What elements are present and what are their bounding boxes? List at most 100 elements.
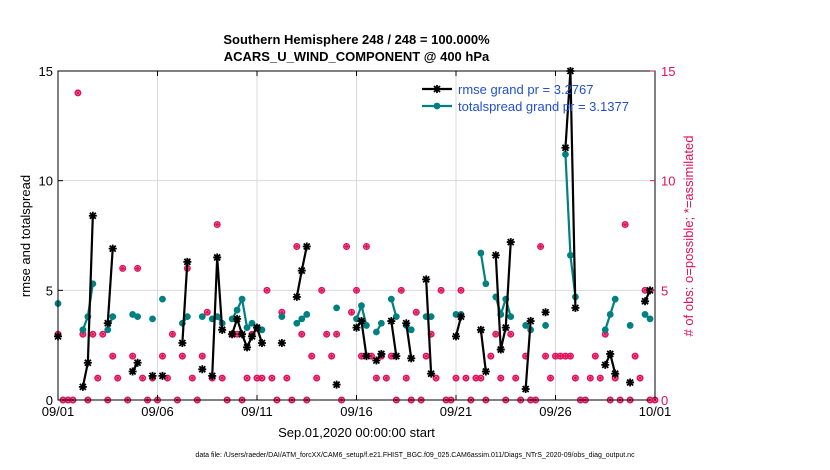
x-axis-label: Sep.01,2020 00:00:00 start xyxy=(278,425,435,440)
totalspread-point xyxy=(601,326,609,334)
obs-count-point xyxy=(432,374,440,382)
y-tick-label: 0 xyxy=(46,393,53,408)
rmse-point xyxy=(571,303,580,312)
totalspread-point xyxy=(377,319,385,327)
y-tick-label: 10 xyxy=(39,174,53,189)
y-axis-label: rmse and totalspread xyxy=(18,175,33,297)
totalspread-point xyxy=(606,311,614,318)
totalspread-point xyxy=(542,322,549,329)
rmse-point xyxy=(228,330,237,339)
rmse-point xyxy=(128,367,137,376)
totalspread-point xyxy=(293,319,301,327)
totalspread-point xyxy=(79,326,87,334)
obs-count-point xyxy=(348,308,356,316)
obs-count-point xyxy=(402,374,410,382)
chart-title: Southern Hemisphere 248 / 248 = 100.000% xyxy=(223,32,490,47)
totalspread-point xyxy=(233,306,241,314)
totalspread-point xyxy=(134,313,142,321)
totalspread-point xyxy=(358,302,365,310)
obs-count-point xyxy=(89,330,97,338)
obs-count-point xyxy=(537,242,545,250)
rmse-point xyxy=(253,323,261,332)
totalspread-point xyxy=(641,311,649,318)
obs-count-point xyxy=(313,374,321,382)
rmse-series xyxy=(54,67,655,394)
obs-count-point xyxy=(94,374,102,382)
obs-count-point xyxy=(477,374,485,382)
obs-count-point xyxy=(178,352,186,360)
rmse-point xyxy=(108,244,117,253)
obs-count-point xyxy=(298,330,306,338)
rmse-line-segment xyxy=(425,279,433,374)
x-tick-label: 09/06 xyxy=(141,404,174,419)
obs-count-point xyxy=(512,374,520,382)
rmse-point xyxy=(521,385,530,394)
rmse-point xyxy=(626,378,635,387)
rmse-point xyxy=(601,360,610,369)
obs-count-point xyxy=(362,242,370,250)
obs-count-point xyxy=(198,352,206,360)
totalspread-point xyxy=(373,328,380,336)
rmse-point xyxy=(148,371,157,380)
obs-count-point xyxy=(457,286,465,294)
obs-count-point xyxy=(158,352,166,360)
obs-count-point xyxy=(134,264,142,272)
rmse-point xyxy=(481,367,490,376)
rmse-point xyxy=(218,325,227,334)
rmse-point xyxy=(456,312,465,321)
rmse-point xyxy=(452,332,460,341)
rmse-line-segment xyxy=(479,329,487,372)
obs-count-point xyxy=(507,330,515,338)
rmse-point xyxy=(208,371,217,380)
grid-lines xyxy=(58,71,655,400)
right-y-axis-label: # of obs: o=possible; *=assimilated xyxy=(681,136,696,337)
rmse-point xyxy=(506,238,515,247)
totalspread-point xyxy=(228,315,236,323)
totalspread-point xyxy=(104,326,112,334)
obs-count-point xyxy=(119,264,127,272)
obs-count-point xyxy=(168,330,176,338)
obs-count-point xyxy=(452,374,460,382)
rmse-point xyxy=(402,319,411,328)
rmse-line-segment xyxy=(106,248,114,324)
obs-count-point xyxy=(462,374,470,382)
rmse-point xyxy=(233,314,242,323)
obs-count-point xyxy=(487,352,495,360)
totalspread-point xyxy=(387,295,395,303)
rmse-point xyxy=(297,266,306,275)
totalspread-point xyxy=(477,249,485,257)
rmse-point xyxy=(133,358,142,367)
obs-count-point xyxy=(139,374,147,382)
obs-count-point xyxy=(333,330,341,338)
obs-count-point xyxy=(636,374,644,382)
y-tick-label: 5 xyxy=(46,283,53,298)
rmse-point xyxy=(561,143,570,152)
totalspread-point xyxy=(298,315,306,323)
rmse-point xyxy=(103,319,112,328)
rmse-point xyxy=(178,338,187,347)
obs-count-point xyxy=(243,374,251,382)
obs-count-point xyxy=(621,221,629,229)
rmse-point xyxy=(496,345,505,354)
x-tick-label: 10/01 xyxy=(639,404,672,419)
totalspread-point xyxy=(507,313,515,321)
obs-count-point xyxy=(268,374,276,382)
obs-count-point xyxy=(547,374,555,382)
obs-count-point xyxy=(437,286,445,294)
obs-count-point xyxy=(258,374,266,382)
x-tick-label: 09/21 xyxy=(440,404,473,419)
obs-count-point xyxy=(631,352,639,360)
rmse-point xyxy=(158,371,167,380)
obs-count-point xyxy=(129,352,137,360)
rmse-point xyxy=(292,292,301,301)
obs-count-point xyxy=(566,352,574,360)
totalspread-point xyxy=(626,322,634,329)
rmse-point xyxy=(352,323,361,332)
totalspread-point xyxy=(198,313,206,321)
rmse-point xyxy=(606,349,615,358)
obs-count-point xyxy=(591,352,599,360)
rmse-point xyxy=(407,354,416,363)
totalspread-point xyxy=(243,324,251,332)
obs-count-point xyxy=(213,221,221,229)
